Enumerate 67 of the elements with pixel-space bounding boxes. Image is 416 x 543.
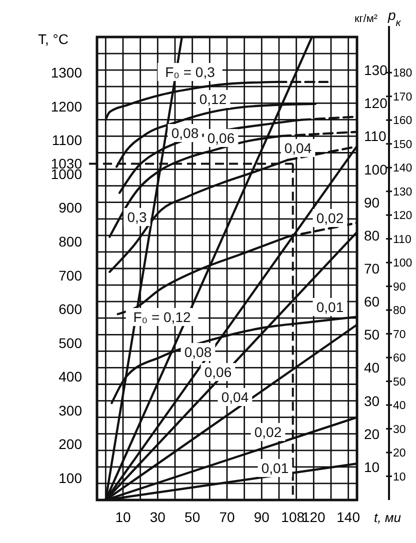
y3-tick-label: 40 — [393, 400, 406, 412]
annotation: F₀ = 0,3 — [165, 64, 216, 80]
y-tick-label: 400 — [58, 368, 82, 385]
y2-tick-label: 20 — [364, 426, 380, 442]
y2-tick-label: 110 — [364, 128, 387, 144]
y3-tick-label: 110 — [393, 234, 412, 246]
y-tick-label: 300 — [58, 402, 82, 418]
y2-tick-label: 100 — [364, 161, 388, 178]
y3-tick-label: 50 — [393, 376, 406, 388]
y3-tick-label: 70 — [393, 328, 406, 341]
y3-tick-label: 20 — [393, 448, 406, 460]
y2-tick-label: 80 — [364, 227, 380, 244]
y-tick-label: 200 — [58, 436, 82, 452]
y-tick-label: 700 — [58, 267, 82, 284]
y3-tick-label: 160 — [393, 115, 412, 128]
y3-tick-label: 120 — [393, 210, 412, 222]
annotation: F₀ = 0,12 — [133, 309, 191, 325]
y3-tick-label: 140 — [393, 162, 412, 175]
y3-tick-label: 150 — [393, 138, 412, 151]
annotation: 0,01 — [261, 460, 289, 476]
annotation: 0,08 — [171, 125, 199, 141]
y2-tick-label: 50 — [364, 326, 380, 343]
y3-tick-label: 90 — [393, 281, 406, 294]
y2-tick-label: 10 — [364, 458, 380, 475]
y-axis-title: T, °C — [38, 31, 68, 47]
y2-tick-label: 40 — [364, 360, 380, 376]
y3-axis-title: p$_{к}$ — [387, 7, 402, 29]
y2-tick-label: 120 — [364, 95, 388, 112]
y-tick-label: 1100 — [52, 132, 82, 148]
y2-tick-label: 90 — [364, 194, 380, 210]
annotation: 0,3 — [127, 209, 147, 225]
y-tick-label: 1300 — [50, 64, 82, 80]
y3-tick-label: 130 — [393, 186, 412, 198]
x-axis-title: t, ми — [374, 510, 401, 525]
x-tick-label: 140 — [336, 509, 360, 525]
annotation: 0,01 — [316, 299, 344, 315]
y3-tick-label: 80 — [393, 305, 406, 318]
y-tick-label: 600 — [58, 301, 82, 318]
annotation: 0,08 — [184, 344, 212, 360]
y3-tick-label: 10 — [393, 471, 406, 484]
annotation: 0,02 — [316, 210, 344, 226]
annotation: 0,02 — [254, 424, 282, 440]
x-tick-label: 30 — [150, 509, 166, 525]
y3-tick-label: 100 — [393, 258, 412, 270]
annotation: 0,04 — [221, 389, 249, 405]
y3-tick-label: 60 — [393, 352, 406, 365]
annotation: 0,06 — [204, 364, 232, 380]
annotation: 0,04 — [284, 140, 312, 156]
x-tick-label: 90 — [254, 509, 270, 525]
y3-tick-label: 170 — [393, 91, 412, 104]
y-tick-label: 900 — [58, 200, 82, 216]
y3-tick-label: 180 — [393, 68, 412, 80]
y2-tick-label: 60 — [364, 294, 380, 310]
y-tick-label: 100 — [58, 470, 82, 486]
y2-axis-title: кг/м² — [354, 13, 378, 25]
annotation: 0,12 — [199, 91, 227, 107]
x-tick-label: 50 — [184, 509, 200, 525]
y-tick-label: 1200 — [50, 98, 82, 114]
y2-tick-label: 30 — [364, 392, 380, 409]
x-tick-label: 70 — [219, 509, 235, 525]
y-tick-label: 800 — [58, 233, 82, 250]
x-tick-label: 10 — [115, 509, 131, 525]
y2-tick-label: 130 — [364, 62, 388, 78]
y-tick-label: 500 — [58, 334, 82, 351]
y2-tick-label: 70 — [364, 260, 380, 276]
annotation: 0,06 — [207, 130, 235, 146]
y3-tick-label: 30 — [393, 424, 406, 436]
